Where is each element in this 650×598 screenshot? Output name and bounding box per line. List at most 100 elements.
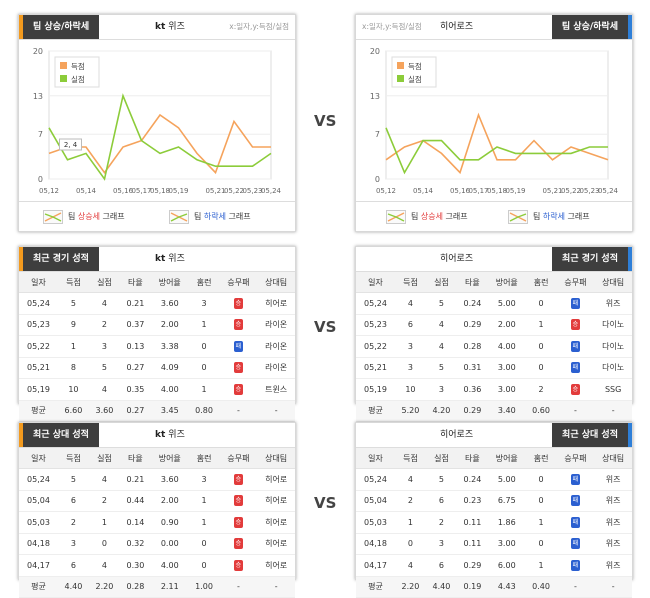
table-header-row: 일자 득점 실점 타율 방어율 홈런 승무패 상대팀	[19, 448, 295, 469]
x-tick-label: 05,21	[205, 187, 225, 195]
column-header: 실점	[88, 272, 120, 293]
era-cell: 0.90	[150, 511, 189, 534]
column-header: 일자	[356, 272, 395, 293]
hr-cell: 1	[188, 511, 220, 534]
result-cell: 승	[556, 378, 595, 401]
era-cell: 3.00	[487, 357, 526, 379]
allowed-cell: 6	[425, 490, 457, 512]
hr-cell: 1	[188, 490, 220, 512]
legend-swatch	[397, 75, 404, 82]
y-tick-label: 20	[33, 47, 43, 56]
down-graph-icon	[508, 209, 528, 224]
column-header: 타율	[119, 272, 151, 293]
score-cell: 1	[57, 335, 89, 358]
kt-down-graph-button[interactable]: 팀 하락세 그래프	[169, 209, 251, 225]
hr-cell: 1	[525, 511, 557, 534]
kt-trend-header: 팀 상승/하락세 kt 위즈 x:일자,y:득점/실점	[19, 15, 295, 40]
kt-logo: kt	[155, 430, 166, 440]
result-cell: 패	[556, 511, 595, 534]
kt-recent-header: 최근 경기 성적 kt 위즈	[19, 247, 295, 272]
average-result-cell: -	[556, 576, 595, 598]
table-row: 05,22 1 3 0.13 3.38 0 패 라이온	[19, 335, 295, 358]
table-row: 04,18 3 0 0.32 0.00 0 승 히어로	[19, 533, 295, 555]
heroes-recent-panel: 히어로즈 최근 경기 성적 일자 득점 실점 타율 방어율 홈런 승무패 상대팀 05,24 4 5…	[355, 246, 633, 422]
average-avg-cell: 0.27	[119, 400, 151, 422]
column-header: 타율	[456, 448, 488, 469]
avg-cell: 0.35	[119, 378, 151, 401]
legend-label: 실점	[71, 74, 85, 84]
opp-cell: 위즈	[594, 554, 632, 577]
loss-icon: 패	[233, 340, 243, 352]
heroes-legend-bar: 팀 상승세 그래프 팀 하락세 그래프	[356, 201, 632, 232]
hr-cell: 1	[525, 314, 557, 336]
table-row: 05,23 6 4 0.29 2.00 1 승 다이노	[356, 314, 632, 336]
opp-cell: 다이노	[594, 314, 632, 336]
result-cell: 패	[556, 533, 595, 555]
kt-team-name: kt 위즈	[155, 247, 185, 271]
x-tick-label: 05,22	[561, 187, 581, 195]
date-cell: 05,24	[356, 292, 395, 315]
heroes-up-graph-button[interactable]: 팀 상승세 그래프	[386, 209, 468, 225]
heroes-axis-note: x:일자,y:득점/실점	[362, 22, 422, 31]
average-era-cell: 3.45	[150, 400, 189, 422]
graph-suffix: 그래프	[443, 212, 468, 221]
opp-cell: 히어로	[257, 533, 295, 555]
avg-cell: 0.30	[119, 554, 151, 577]
column-header: 상대팀	[257, 448, 295, 469]
avg-cell: 0.32	[119, 533, 151, 555]
hr-cell: 0	[525, 335, 557, 358]
opp-cell: 히어로	[257, 468, 295, 491]
column-header: 홈런	[188, 272, 220, 293]
era-cell: 2.00	[487, 314, 526, 336]
legend-label: 득점	[408, 61, 422, 71]
loss-icon: 패	[570, 297, 580, 309]
heroes-name: 히어로즈	[440, 254, 474, 264]
allowed-cell: 4	[88, 378, 120, 401]
result-cell: 승	[219, 292, 258, 315]
column-header: 타율	[119, 448, 151, 469]
opp-cell: 트윈스	[257, 378, 295, 401]
series-line-allowed	[385, 127, 608, 175]
heroes-down-graph-button[interactable]: 팀 하락세 그래프	[508, 209, 590, 225]
era-cell: 3.60	[150, 292, 189, 315]
avg-cell: 0.29	[456, 554, 488, 577]
kt-up-graph-button[interactable]: 팀 상승세 그래프	[43, 209, 125, 225]
table-row: 05,21 8 5 0.27 4.09 0 승 라이온	[19, 357, 295, 379]
score-cell: 5	[57, 468, 89, 491]
score-cell: 4	[394, 292, 426, 315]
allowed-cell: 2	[88, 490, 120, 512]
allowed-cell: 5	[425, 357, 457, 379]
avg-cell: 0.27	[119, 357, 151, 379]
avg-cell: 0.29	[456, 314, 488, 336]
date-cell: 04,18	[356, 533, 395, 555]
allowed-cell: 4	[425, 335, 457, 358]
era-cell: 5.00	[487, 292, 526, 315]
average-label-cell: 평균	[19, 400, 58, 422]
era-cell: 4.00	[150, 378, 189, 401]
average-label-cell: 평균	[19, 576, 58, 598]
allowed-cell: 0	[88, 533, 120, 555]
era-cell: 2.00	[150, 490, 189, 512]
loss-icon: 패	[570, 362, 580, 374]
column-header: 타율	[456, 272, 488, 293]
kt-h2h-header: 최근 상대 성적 kt 위즈	[19, 423, 295, 448]
win-icon: 승	[233, 319, 243, 331]
column-header: 상대팀	[594, 448, 632, 469]
column-header: 득점	[57, 448, 89, 469]
hr-cell: 0	[188, 533, 220, 555]
table-row: 05,24 5 4 0.21 3.60 3 승 히어로	[19, 468, 295, 491]
column-header: 일자	[19, 272, 58, 293]
table-row: 04,18 0 3 0.11 3.00 0 패 위즈	[356, 533, 632, 555]
column-header: 승무패	[219, 448, 258, 469]
kt-recent-tab: 최근 경기 성적	[19, 247, 99, 271]
era-cell: 3.38	[150, 335, 189, 358]
win-icon: 승	[233, 559, 243, 571]
tooltip-box	[59, 138, 82, 151]
x-tick-label: 05,19	[168, 187, 188, 195]
score-cell: 6	[57, 554, 89, 577]
score-cell: 9	[57, 314, 89, 336]
heroes-team-name: 히어로즈	[440, 247, 473, 271]
y-tick-label: 13	[370, 92, 380, 101]
